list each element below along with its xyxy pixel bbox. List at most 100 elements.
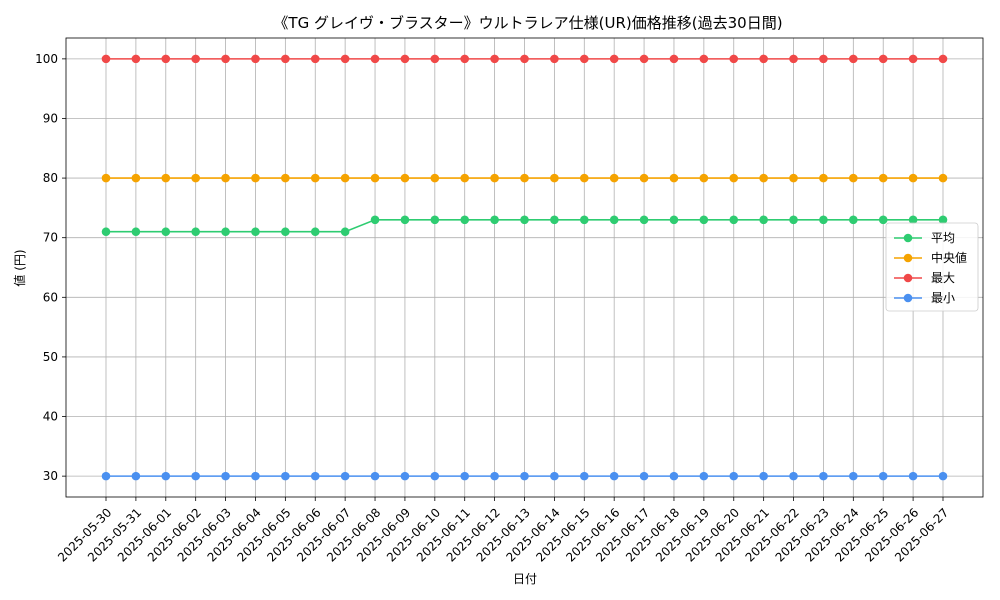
data-point [669, 471, 679, 481]
data-point [161, 227, 171, 237]
data-point [609, 54, 619, 64]
data-point [908, 173, 918, 183]
data-point [191, 227, 200, 237]
series-中央値 [101, 173, 948, 183]
x-axis-ticks: 2025-05-302025-05-312025-06-012025-06-02… [55, 497, 951, 565]
data-point [191, 173, 200, 183]
data-point [938, 471, 948, 481]
data-point [669, 54, 679, 64]
y-tick-label: 60 [43, 290, 58, 304]
data-point [639, 215, 649, 225]
legend-item: 中央値 [894, 250, 967, 265]
data-point [878, 54, 888, 64]
data-point [789, 54, 798, 64]
data-point [131, 471, 141, 481]
data-point [819, 54, 828, 64]
data-point [430, 54, 440, 64]
data-point [251, 173, 260, 183]
data-point [161, 471, 171, 481]
data-point [131, 54, 141, 64]
data-point [699, 471, 709, 481]
data-point [281, 173, 290, 183]
data-point [819, 173, 828, 183]
data-point [281, 54, 290, 64]
data-point [191, 471, 200, 481]
data-point [430, 215, 440, 225]
data-point [370, 215, 380, 225]
data-point [699, 173, 709, 183]
data-point [370, 173, 380, 183]
data-point [221, 227, 230, 237]
data-point [639, 54, 649, 64]
series-最大 [101, 54, 948, 64]
data-point [789, 471, 798, 481]
data-point [550, 471, 559, 481]
data-point [520, 173, 529, 183]
data-point [908, 471, 918, 481]
data-point [221, 173, 230, 183]
legend-marker [903, 253, 913, 263]
data-point [729, 54, 739, 64]
data-point [161, 173, 171, 183]
data-point [251, 227, 260, 237]
y-tick-label: 40 [43, 410, 58, 424]
data-point [191, 54, 200, 64]
data-point [878, 215, 888, 225]
data-point [609, 173, 619, 183]
data-point [281, 471, 290, 481]
data-point [878, 471, 888, 481]
data-point [310, 173, 320, 183]
data-point [310, 54, 320, 64]
data-point [639, 471, 649, 481]
data-point [131, 227, 141, 237]
data-point [101, 471, 111, 481]
data-point [550, 215, 559, 225]
legend-marker [903, 273, 913, 283]
data-point [878, 173, 888, 183]
data-point [430, 173, 440, 183]
data-point [609, 471, 619, 481]
data-point [759, 471, 768, 481]
data-point [251, 54, 260, 64]
data-point [490, 173, 499, 183]
data-point [460, 54, 470, 64]
data-point [819, 215, 828, 225]
data-point [908, 215, 918, 225]
y-axis-ticks: 30 40 50 60 70 80 90 100 [35, 52, 66, 483]
data-point [550, 173, 559, 183]
data-point [639, 173, 649, 183]
data-point [579, 173, 589, 183]
data-point [938, 54, 948, 64]
data-point [729, 215, 739, 225]
y-tick-label: 90 [43, 111, 58, 125]
data-point [101, 227, 111, 237]
y-tick-label: 70 [43, 231, 58, 245]
data-point [908, 54, 918, 64]
legend-item: 最小 [894, 291, 955, 305]
data-point [849, 215, 858, 225]
data-point [340, 227, 350, 237]
data-point [131, 173, 141, 183]
data-point [759, 173, 768, 183]
legend-label: 最大 [931, 271, 955, 285]
data-point [609, 215, 619, 225]
legend-marker [903, 233, 913, 243]
data-point [729, 471, 739, 481]
data-point [430, 471, 440, 481]
data-point [699, 54, 709, 64]
data-point [579, 54, 589, 64]
y-tick-label: 100 [35, 52, 58, 66]
y-tick-label: 50 [43, 350, 58, 364]
y-axis-label: 値 (円) [12, 249, 27, 286]
data-point [370, 54, 380, 64]
data-point [579, 471, 589, 481]
data-point [579, 215, 589, 225]
data-point [520, 215, 529, 225]
data-point [699, 215, 709, 225]
data-point [221, 54, 230, 64]
data-point [310, 227, 320, 237]
data-point [310, 471, 320, 481]
x-axis-label: 日付 [513, 572, 537, 586]
